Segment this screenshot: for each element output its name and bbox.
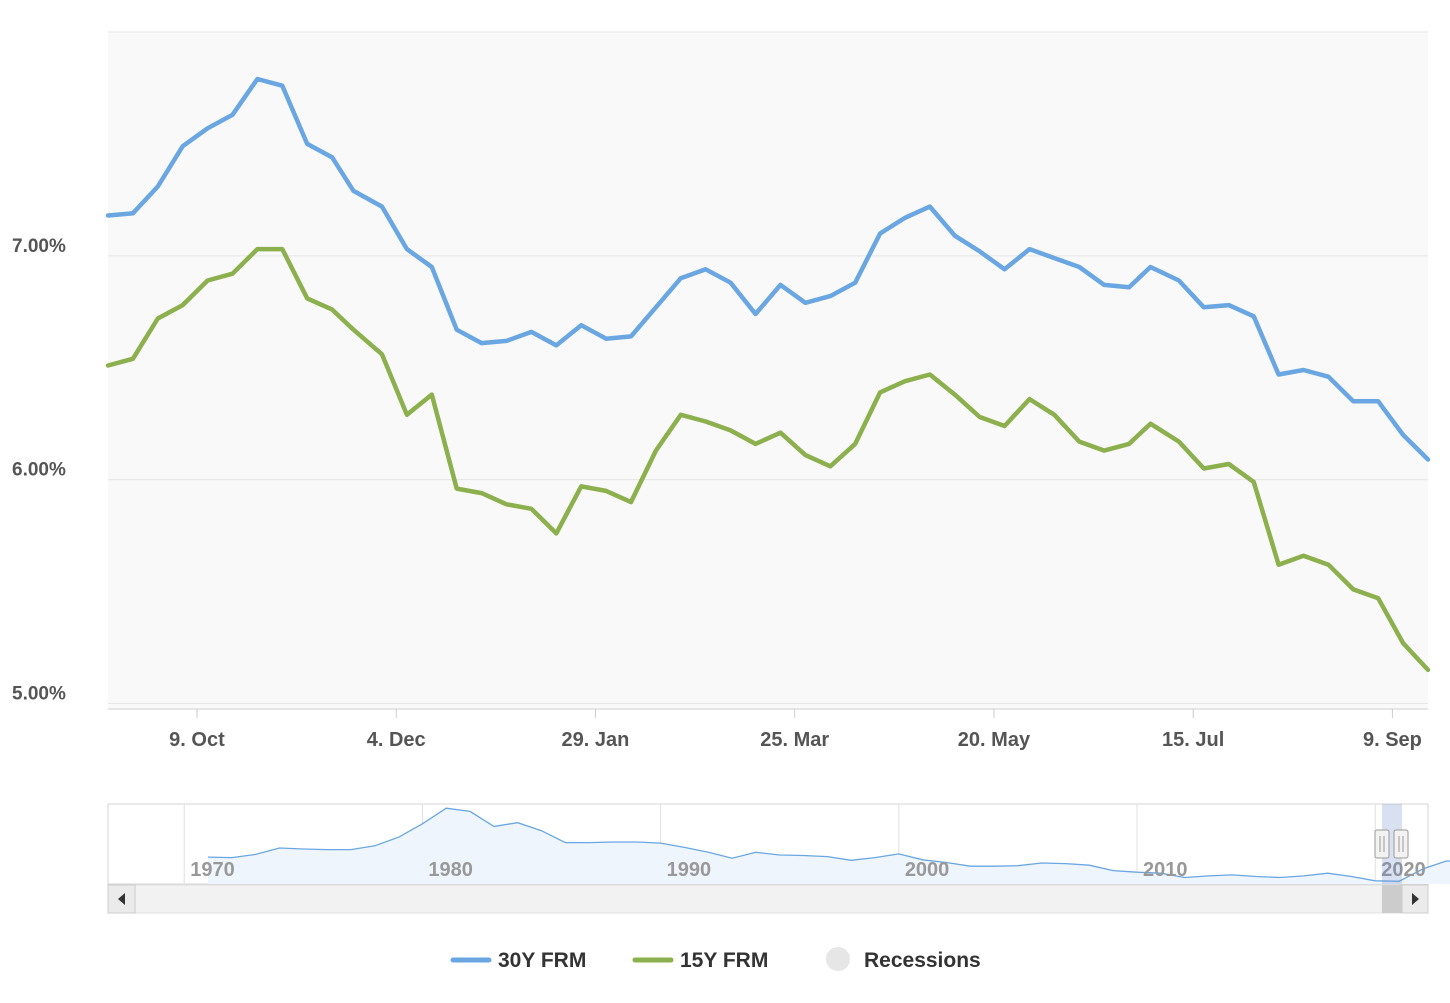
navigator-handle-left[interactable] [1374, 829, 1390, 859]
x-tick-label: 25. Mar [760, 729, 829, 751]
navigator-area [208, 808, 1450, 884]
y-tick-label: 5.00% [12, 684, 66, 705]
navigator-handle-right[interactable] [1393, 829, 1409, 859]
legend-label: 15Y FRM [680, 949, 768, 972]
plot-background [108, 32, 1428, 708]
x-tick-label: 4. Dec [367, 729, 426, 751]
navigator-tick-label: 2020 [1381, 859, 1426, 881]
scrollbar-thumb[interactable] [1382, 885, 1402, 913]
navigator-tick-label: 1970 [190, 859, 235, 881]
y-axis-ticks: 5.00% 6.00% 7.00% [12, 236, 66, 705]
y-tick-label: 7.00% [12, 236, 66, 257]
x-tick-label: 9. Sep [1363, 729, 1422, 751]
navigator-series-line [207, 807, 1450, 882]
navigator[interactable]: 1970 1980 1990 2000 2010 2020 [107, 803, 1450, 885]
legend-item-recessions[interactable]: Recessions [826, 947, 981, 972]
x-tick-label: 20. May [958, 729, 1031, 751]
legend-label: 30Y FRM [498, 949, 586, 972]
legend-label: Recessions [864, 949, 981, 972]
series-lines [105, 76, 1431, 673]
navigator-ticks: 1970 1980 1990 2000 2010 2020 [190, 859, 1426, 881]
y-tick-label: 6.00% [12, 460, 66, 481]
x-tick-label: 15. Jul [1162, 729, 1224, 751]
navigator-tick-label: 1990 [667, 859, 712, 881]
navigator-tick-label: 2010 [1143, 859, 1188, 881]
legend: 30Y FRM 15Y FRM Recessions [450, 947, 981, 972]
x-axis-ticks: 9. Oct 4. Dec 29. Jan 25. Mar 20. May 15. Jul… [169, 709, 1422, 751]
series-line-15y-frm[interactable] [105, 246, 1431, 673]
legend-item-30y-frm[interactable]: 30Y FRM [450, 949, 586, 972]
x-tick-label: 9. Oct [169, 729, 225, 751]
navigator-tick-label: 2000 [905, 859, 950, 881]
scrollbar[interactable] [107, 884, 1429, 914]
series-line-30y-frm[interactable] [105, 76, 1431, 462]
legend-swatch [826, 947, 850, 971]
navigator-selected-range[interactable] [1382, 804, 1402, 884]
navigator-tick-label: 1980 [428, 859, 473, 881]
legend-item-15y-frm[interactable]: 15Y FRM [632, 949, 768, 972]
x-tick-label: 29. Jan [562, 729, 630, 751]
scrollbar-track[interactable] [107, 884, 1429, 914]
grid-lines [108, 31, 1428, 705]
arrow-right-icon [1412, 893, 1419, 905]
arrow-left-icon [118, 893, 125, 905]
